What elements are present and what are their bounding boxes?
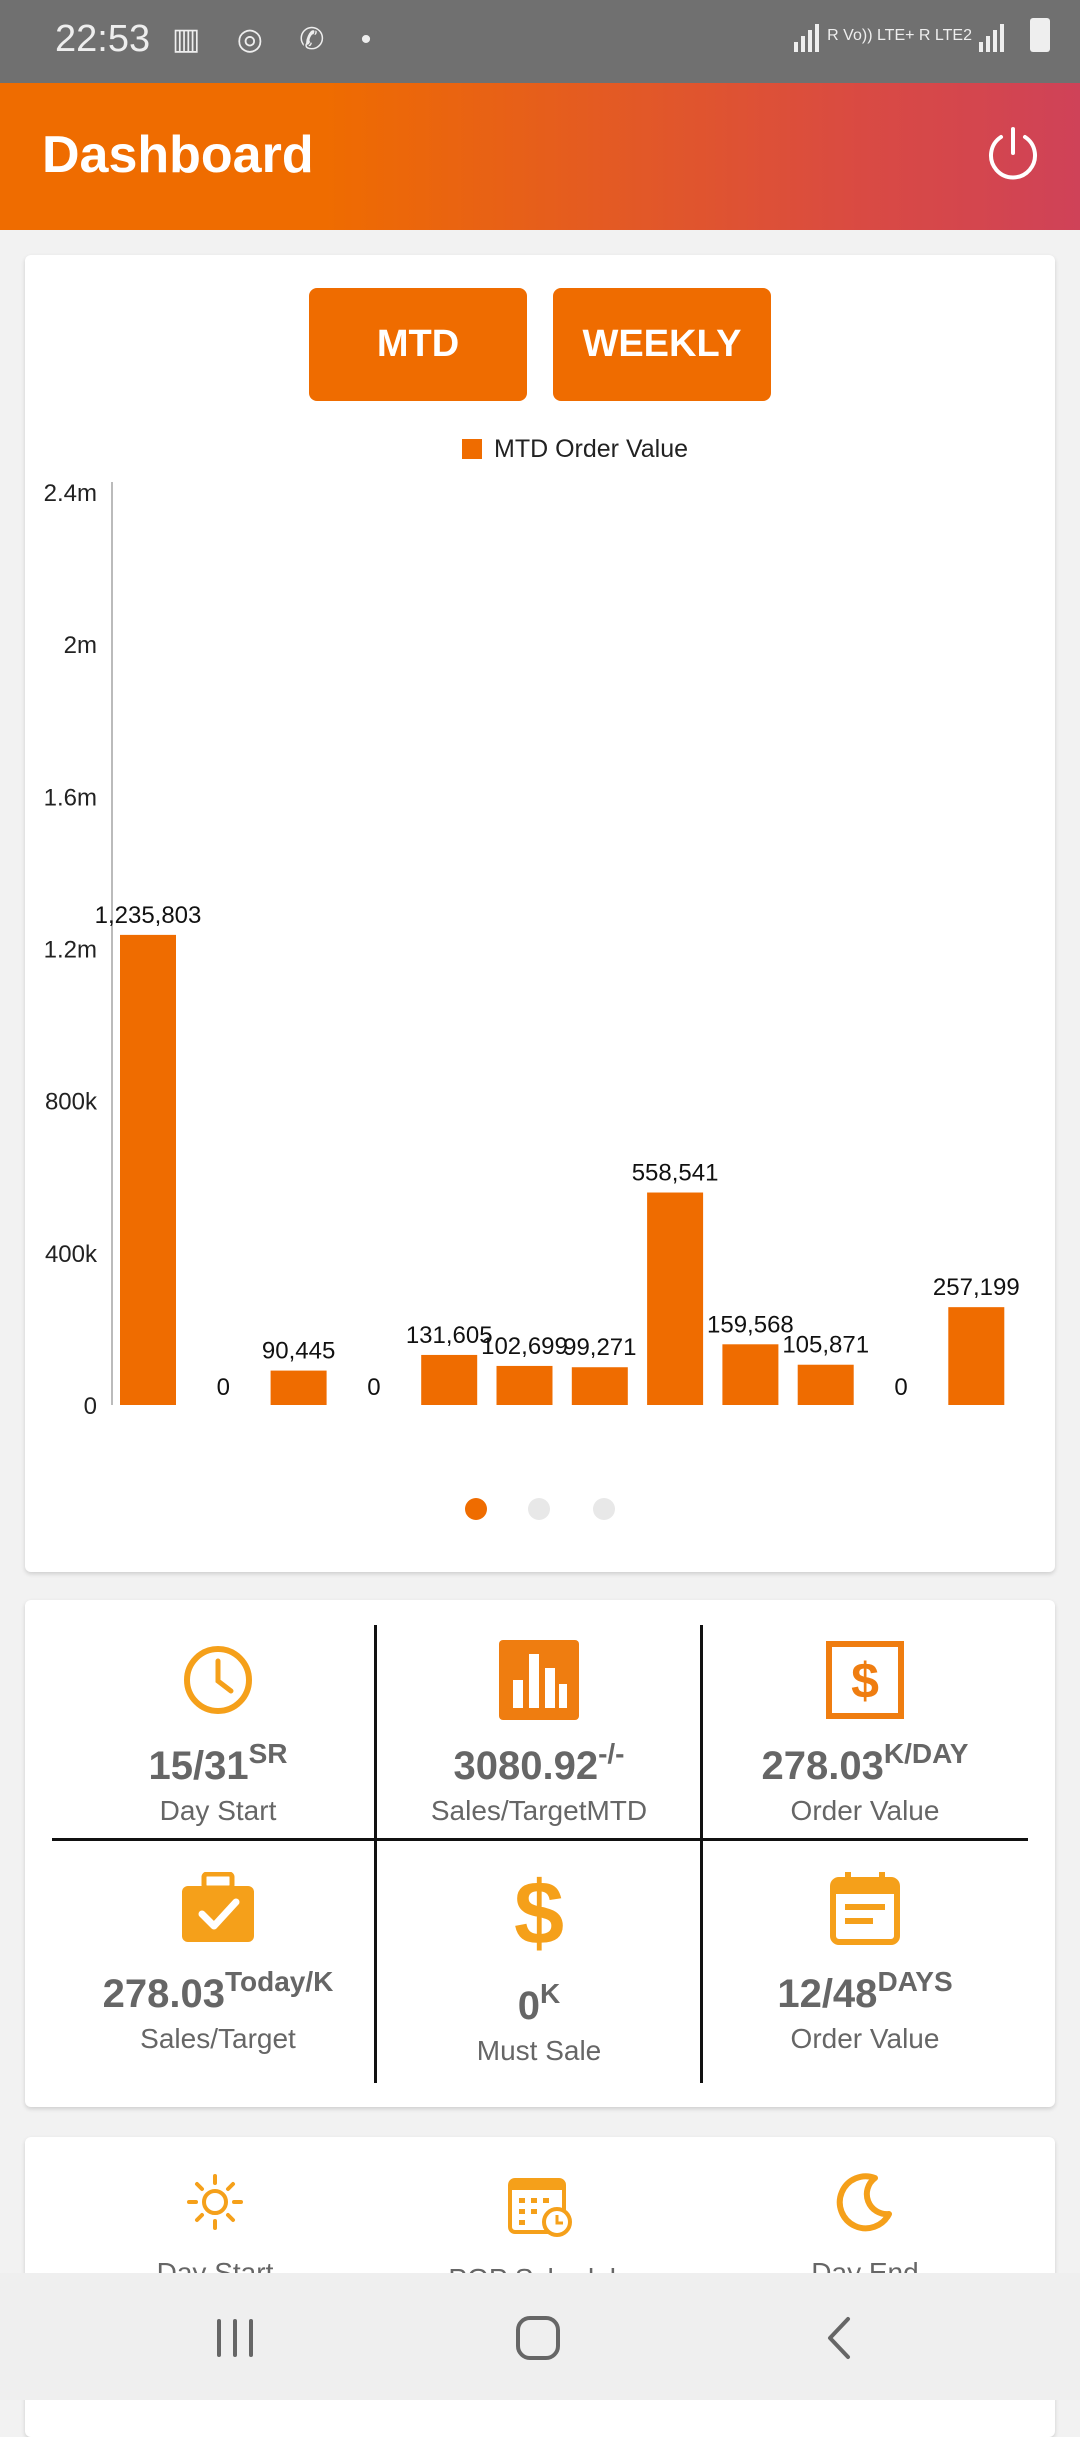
kpi-suffix: SR <box>248 1738 288 1769</box>
pager-dot-2[interactable] <box>528 1498 550 1520</box>
pager-dot-3[interactable] <box>593 1498 615 1520</box>
svg-text:$: $ <box>851 1653 879 1709</box>
bar <box>496 1365 553 1405</box>
bar <box>647 1192 704 1405</box>
power-icon[interactable] <box>982 123 1044 185</box>
data-label: 0 <box>894 1374 907 1401</box>
status-time: 22:53 <box>55 18 151 60</box>
briefcase-check-icon <box>55 1868 381 1948</box>
battery-icon <box>1030 18 1050 52</box>
kpi-value: 278.03 <box>761 1744 884 1788</box>
legend-label: MTD Order Value <box>494 435 689 463</box>
legend-swatch <box>462 439 482 459</box>
data-label: 99,271 <box>563 1334 636 1361</box>
data-label: 1,235,803 <box>95 902 202 929</box>
satellite-icon: ◎ <box>236 23 277 56</box>
system-nav-bar <box>0 2273 1080 2400</box>
y-tick-label: 0 <box>84 1393 97 1420</box>
y-tick-label: 1.6m <box>44 784 97 811</box>
network-text: R Vo)) LTE+ R LTE2 <box>827 26 972 44</box>
day-start-action[interactable]: Day Start <box>95 2172 335 2289</box>
bar <box>421 1354 478 1405</box>
data-label: 102,699 <box>481 1333 568 1360</box>
pager-dots <box>25 1498 1055 1522</box>
bar <box>270 1370 327 1405</box>
y-tick-label: 1.2m <box>44 937 97 964</box>
bar-chart: 0 400k 800k 1.2m 1.6m 2m 2.4m 1,235,803 0 90,445 0… <box>44 480 1020 1420</box>
day-end-action[interactable]: Day End <box>745 2172 985 2289</box>
signal-icon-2 <box>978 24 1004 52</box>
bar-chart-icon <box>376 1640 702 1720</box>
weekly-button[interactable]: WEEKLY <box>553 288 771 401</box>
status-bar: 22:53 ▥ ◎ ✆ • R Vo)) LTE+ R LTE2 <box>0 0 1080 83</box>
kpi-sales-target[interactable]: 278.03Today/K Sales/Target <box>55 1868 381 2055</box>
page-title: Dashboard <box>42 126 314 184</box>
data-label: 159,568 <box>707 1311 794 1338</box>
bar <box>722 1344 779 1405</box>
pager-dot-1[interactable] <box>465 1498 487 1520</box>
calendar-clock-icon <box>508 2178 572 2237</box>
kpi-divider-v2 <box>700 1625 703 2083</box>
back-icon[interactable] <box>810 2313 870 2363</box>
kpi-sales-target-mtd[interactable]: 3080.92-/- Sales/TargetMTD <box>376 1640 702 1827</box>
bar <box>797 1364 854 1405</box>
home-icon[interactable] <box>508 2313 568 2363</box>
kpi-day-start[interactable]: 15/31SR Day Start <box>55 1640 381 1827</box>
kpi-label: Order Value <box>790 2023 940 2054</box>
chart-legend: MTD Order Value <box>462 435 688 464</box>
kpi-label: Sales/Target <box>140 2023 296 2054</box>
sun-icon <box>187 2174 243 2230</box>
whatsapp-icon: ✆ <box>299 23 339 56</box>
kpi-suffix: K/DAY <box>883 1738 969 1769</box>
dollar-icon: $ <box>513 1864 565 1964</box>
gallery-icon: ▥ <box>172 23 215 56</box>
bar <box>948 1307 1005 1405</box>
bar <box>120 934 176 1405</box>
status-left-icons: ▥ ◎ ✆ • <box>172 22 385 57</box>
data-label: 90,445 <box>262 1338 335 1365</box>
mtd-button[interactable]: MTD <box>309 288 527 401</box>
kpi-value: 278.03 <box>102 1972 225 2016</box>
kpi-value: 3080.92 <box>453 1744 599 1788</box>
kpi-value: 0 <box>517 1984 540 2028</box>
kpi-must-sale[interactable]: $ 0K Must Sale <box>376 1868 702 2067</box>
bar <box>571 1367 628 1405</box>
data-label: 131,605 <box>406 1322 493 1349</box>
app-bar: Dashboard <box>0 83 1080 230</box>
kpi-label: Must Sale <box>476 2035 602 2066</box>
kpi-value: 15/31 <box>148 1744 249 1788</box>
dot-icon: • <box>360 23 386 56</box>
data-label: 0 <box>367 1374 380 1401</box>
moon-icon <box>836 2173 892 2232</box>
recent-apps-icon[interactable] <box>205 2313 265 2363</box>
y-tick-label: 400k <box>45 1241 98 1268</box>
data-label: 257,199 <box>933 1274 1020 1301</box>
kpi-label: Day Start <box>159 1795 277 1826</box>
signal-icon <box>794 24 820 52</box>
chart-card: MTD WEEKLY MTD Order Value 0 400k 800k 1.2m… <box>25 255 1055 1572</box>
kpi-value: 12/48 <box>777 1972 878 2016</box>
calendar-note-icon <box>702 1868 1028 1948</box>
kpi-suffix: DAYS <box>877 1966 953 1997</box>
kpi-suffix: Today/K <box>224 1966 334 1997</box>
data-label: 558,541 <box>632 1160 719 1187</box>
y-tick-label: 2.4m <box>44 480 97 507</box>
kpi-card: 15/31SR Day Start 3080.92-/- Sales/Targe… <box>25 1600 1055 2107</box>
status-right-icons: R Vo)) LTE+ R LTE2 <box>792 18 1050 52</box>
data-label: 105,871 <box>782 1332 869 1359</box>
kpi-order-value-days[interactable]: 12/48DAYS Order Value <box>702 1868 1028 2055</box>
dollar-box-icon: $ <box>702 1640 1028 1720</box>
kpi-suffix: K <box>540 1978 561 2009</box>
kpi-suffix: -/- <box>598 1738 625 1769</box>
kpi-divider-v1 <box>374 1625 377 2083</box>
kpi-divider-h <box>52 1838 1028 1841</box>
kpi-label: Order Value <box>790 1795 940 1826</box>
y-tick-label: 800k <box>45 1089 98 1116</box>
y-tick-label: 2m <box>64 632 97 659</box>
clock-icon <box>55 1640 381 1720</box>
kpi-label: Sales/TargetMTD <box>430 1795 648 1826</box>
kpi-order-value[interactable]: $ 278.03K/DAY Order Value <box>702 1640 1028 1827</box>
data-label: 0 <box>217 1374 230 1401</box>
